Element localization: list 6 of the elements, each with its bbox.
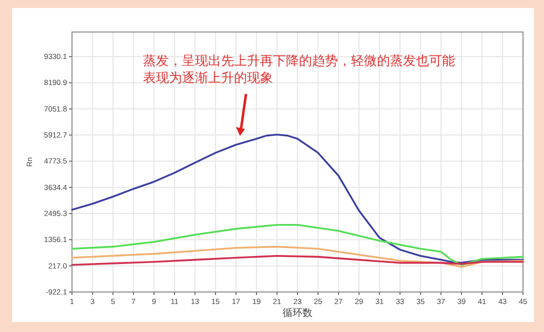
annotation: 蒸发，呈现出先上升再下降的趋势，轻微的蒸发也可能表现为逐渐上升的现象 (143, 53, 456, 87)
line-series (71, 255, 524, 266)
x-axis-title: 循环数 (282, 308, 312, 319)
line-series (71, 246, 524, 268)
line-series (71, 134, 524, 264)
line-series (71, 224, 524, 266)
